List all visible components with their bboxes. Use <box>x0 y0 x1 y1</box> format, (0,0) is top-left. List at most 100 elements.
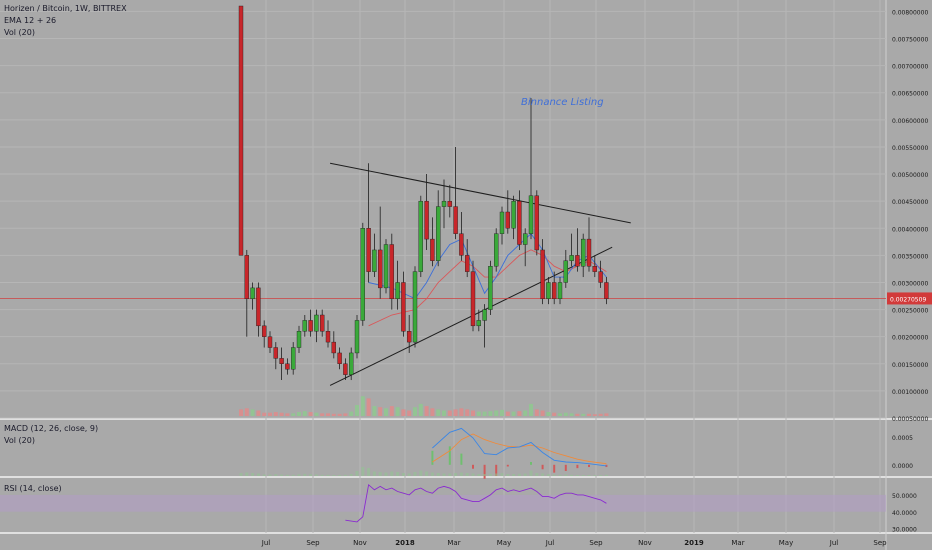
macd-histogram-bar <box>564 464 567 471</box>
volume-bar <box>314 412 319 416</box>
candle-body <box>302 320 307 332</box>
price-tick-label: 0.00150000 <box>892 362 928 369</box>
price-tick-label: 0.00650000 <box>892 91 928 98</box>
volume-bar <box>262 412 267 416</box>
macd-volume-bar <box>413 472 417 476</box>
candle-body <box>482 309 487 321</box>
price-tick-label: 0.00050000 <box>892 416 928 423</box>
macd-volume-bar <box>239 473 243 476</box>
candle-body <box>418 200 423 272</box>
macd-histogram-bar <box>448 446 451 465</box>
macd-volume-bar <box>256 473 260 476</box>
macd-histogram-bar <box>506 464 509 467</box>
macd-tick-label: 0.0005 <box>892 435 913 442</box>
price-tick-label: 0.00350000 <box>892 253 928 260</box>
volume-bar <box>558 413 562 416</box>
candle-body <box>575 255 580 267</box>
rsi-band <box>0 494 886 512</box>
candle-body <box>441 200 447 207</box>
current-price-label: 0.00270509 <box>890 296 926 303</box>
macd-volume-bar <box>396 472 400 476</box>
candle-body <box>430 238 435 261</box>
candle-body <box>343 363 348 375</box>
macd-volume-bar <box>372 471 376 476</box>
macd-volume-bar <box>338 475 342 476</box>
macd-volume-bar <box>401 473 405 476</box>
rsi-tick-label: 40.0000 <box>892 510 917 517</box>
volume-bar <box>569 413 574 416</box>
macd-volume-bar <box>314 474 318 476</box>
candle-body <box>494 233 499 267</box>
macd-histogram-bar <box>576 464 579 469</box>
candle-body <box>447 200 452 207</box>
time-axis-label: 2019 <box>684 539 704 547</box>
macd-volume-bar <box>593 475 597 476</box>
time-axis-label: Nov <box>353 539 367 547</box>
macd-volume-bar <box>570 474 574 476</box>
volume-bar <box>407 410 412 416</box>
price-tick-label: 0.00100000 <box>892 389 928 396</box>
macd-volume-bar <box>384 472 388 476</box>
macd-histogram-bar <box>541 464 544 470</box>
candle-body <box>250 287 255 299</box>
candle-body <box>459 233 464 256</box>
candle-body <box>407 331 412 343</box>
candle-body <box>528 195 534 234</box>
volume-bar <box>563 412 568 416</box>
time-axis-label: Jul <box>829 539 839 547</box>
volume-bar <box>395 407 400 416</box>
price-tick-label: 0.00200000 <box>892 335 928 342</box>
candle-body <box>244 255 250 299</box>
time-axis-label: Jul <box>261 539 271 547</box>
macd-volume-bar <box>552 474 556 476</box>
macd-volume-bar <box>425 471 429 476</box>
candle-body <box>598 271 603 283</box>
candle-body <box>412 271 418 343</box>
volume-bar <box>453 409 458 416</box>
macd-histogram-bar <box>431 450 434 465</box>
volume-bar <box>482 411 487 416</box>
volume-bar <box>308 412 313 416</box>
macd-histogram-bar <box>553 464 556 473</box>
macd-volume-bar <box>581 475 585 476</box>
volume-bar <box>360 396 365 416</box>
candle-body <box>314 314 319 332</box>
macd-histogram-bar <box>460 453 463 465</box>
price-tick-label: 0.00500000 <box>892 172 928 179</box>
candle-body <box>372 249 377 272</box>
macd-volume-bar <box>251 473 255 476</box>
volume-bar <box>575 413 580 416</box>
volume-bar <box>546 412 551 416</box>
macd-volume-bar <box>262 474 266 476</box>
rsi-tick-label: 50.0000 <box>892 493 917 500</box>
macd-volume-bar <box>523 473 527 476</box>
macd-volume-bar <box>575 475 579 476</box>
candle-body <box>569 255 574 261</box>
candle-body <box>395 282 400 299</box>
volume-bar <box>459 408 464 416</box>
macd-volume-bar <box>483 474 487 476</box>
time-axis-label: May <box>497 539 511 547</box>
macd-volume-bar <box>355 471 359 476</box>
candle-body <box>360 228 365 321</box>
macd-histogram-bar <box>605 464 608 468</box>
candle-body <box>540 249 545 299</box>
price-tick-label: 0.00250000 <box>892 308 928 315</box>
volume-bar <box>297 412 301 416</box>
candle-body <box>517 200 522 245</box>
macd-volume-bar <box>378 472 382 476</box>
macd-tick-label: 0.0000 <box>892 463 913 470</box>
price-tick-label: 0.00550000 <box>892 145 928 152</box>
candle-body <box>354 320 360 354</box>
volume-bar <box>442 410 446 416</box>
macd-volume-bar <box>361 467 365 476</box>
candle-body <box>581 238 586 267</box>
macd-volume-bar <box>309 474 313 476</box>
macd-volume-bar <box>320 474 324 476</box>
price-tick-label: 0.00600000 <box>892 118 928 125</box>
price-tick-label: 0.00750000 <box>892 37 928 44</box>
volume-bar <box>337 413 342 416</box>
macd-volume-bar <box>291 474 295 476</box>
